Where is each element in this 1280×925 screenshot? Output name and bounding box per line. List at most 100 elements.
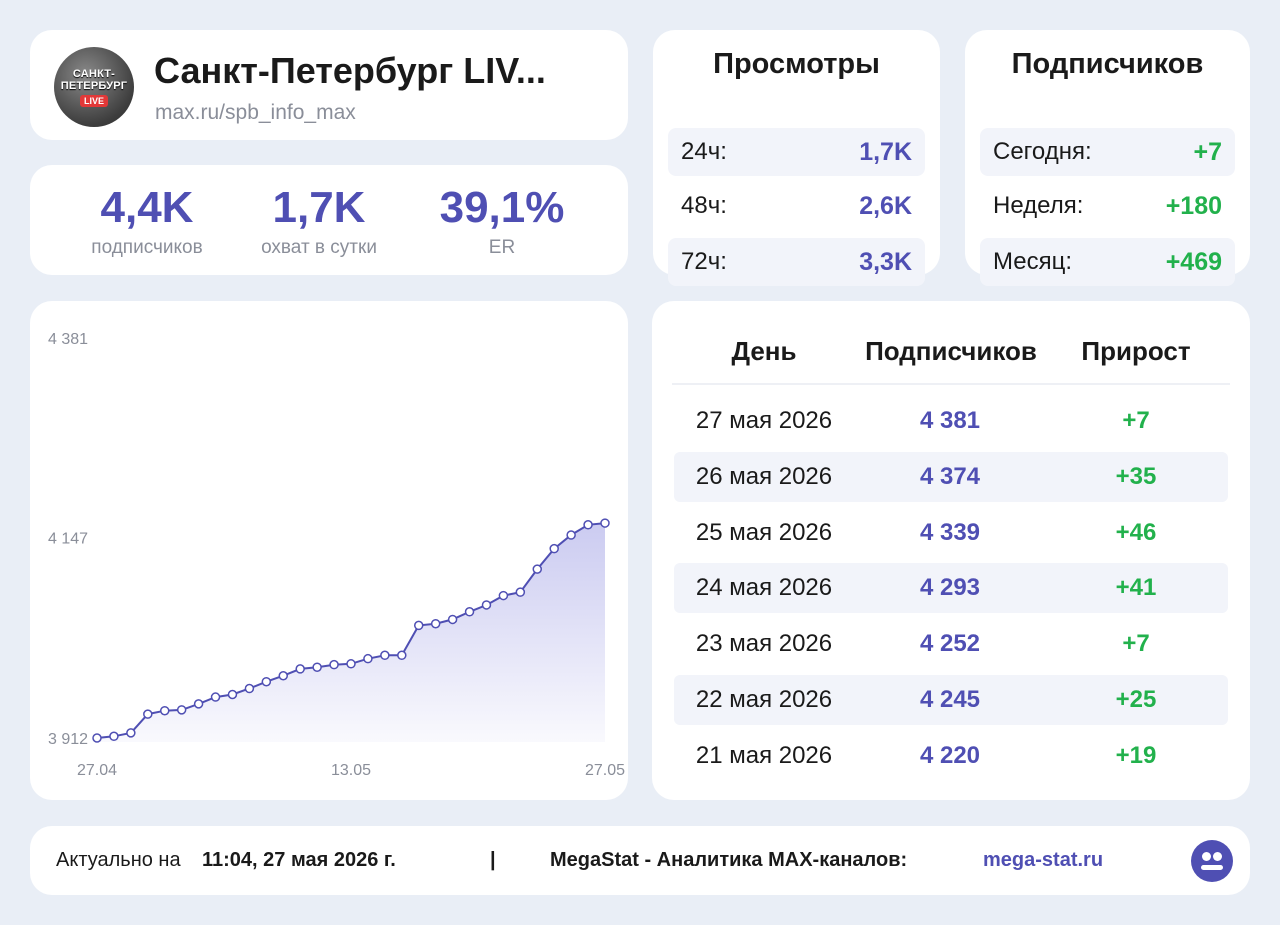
chart-point[interactable] [363, 653, 373, 664]
megastat-logo-icon[interactable] [1191, 840, 1233, 882]
subscribers-row: Сегодня: +7 [980, 128, 1235, 176]
subscribers-row-label: Неделя: [993, 192, 1084, 219]
subscribers-row-label: Сегодня: [993, 138, 1092, 165]
chart-point[interactable] [210, 692, 221, 702]
chart-point[interactable] [481, 600, 492, 610]
chart-xtick-label: 13.05 [331, 762, 371, 779]
subscribers-row-value: +7 [1193, 137, 1222, 166]
channel-avatar[interactable]: САНКТ- ПЕТЕРБУРГ LIVE [54, 47, 134, 127]
avatar-text-line-1: САНКТ- [72, 67, 116, 80]
chart-point[interactable] [532, 564, 543, 574]
subscribers-chart: 4 381 4 147 3 912 27.04 13.05 27.05 [48, 331, 625, 779]
chart-point[interactable] [600, 518, 610, 528]
chart-point[interactable] [244, 683, 255, 694]
chart-point[interactable] [397, 650, 407, 661]
metrics-card: 4,4K подписчиков 1,7K охват в сутки 39,1… [30, 165, 628, 275]
views-title: Просмотры [713, 48, 880, 80]
views-row-label: 24ч: [681, 138, 727, 165]
metric-label: охват в сутки [261, 237, 377, 258]
table-row: 26 мая 2026 4 374 +35 [674, 451, 1228, 502]
table-cell-subscribers: 4 293 [919, 574, 981, 602]
chart-point[interactable] [447, 614, 458, 625]
daily-table-card: День Подписчиков Прирост 27 мая 2026 4 38… [652, 301, 1250, 800]
chart-point[interactable] [261, 676, 272, 687]
table-cell-subscribers: 4 339 [919, 518, 981, 546]
channel-card: САНКТ- ПЕТЕРБУРГ LIVE Санкт-Петербург LI… [30, 30, 628, 140]
chart-point[interactable] [312, 662, 322, 672]
chart-xtick-label: 27.04 [77, 762, 117, 779]
table-cell-day: 21 мая 2026 [695, 741, 833, 769]
table-cell-growth: +25 [1115, 686, 1157, 713]
chart-point[interactable] [566, 530, 576, 540]
chart-point[interactable] [109, 731, 119, 742]
chart-point[interactable] [583, 520, 593, 530]
table-row: 24 мая 2026 4 293 +41 [674, 563, 1228, 614]
metric-subscribers: 4,4K подписчиков [57, 185, 237, 259]
chart-area-fill [97, 523, 605, 742]
avatar-live-badge: LIVE [79, 94, 108, 107]
metric-label: подписчиков [91, 237, 203, 258]
chart-point[interactable] [227, 689, 238, 700]
chart-point[interactable] [413, 620, 424, 631]
table-cell-growth: +7 [1122, 407, 1150, 434]
metric-value: 1,7K [272, 183, 366, 232]
table-cell-subscribers: 4 220 [919, 741, 981, 769]
metric-value: 4,4K [100, 183, 194, 232]
views-row-value: 1,7K [859, 137, 912, 166]
chart-point[interactable] [549, 543, 559, 554]
table-cell-day: 27 мая 2026 [695, 407, 833, 434]
subscribers-row-label: Месяц: [993, 248, 1073, 275]
table-header-subscribers: Подписчиков [865, 336, 1037, 366]
table-header-divider [672, 383, 1230, 385]
table-cell-subscribers: 4 374 [919, 462, 981, 490]
chart-point[interactable] [92, 733, 102, 743]
subscribers-row: Месяц: +469 [980, 238, 1235, 286]
chart-point[interactable] [464, 607, 475, 617]
subscribers-row-value: +180 [1165, 191, 1222, 220]
chart-point[interactable] [346, 659, 356, 669]
chart-point[interactable] [278, 670, 289, 681]
chart-point[interactable] [430, 618, 441, 629]
logo-eye-right [1213, 852, 1222, 861]
chart-point[interactable] [380, 650, 390, 661]
chart-ytick-label: 3 912 [48, 731, 88, 748]
metric-label: ER [488, 237, 516, 258]
chart-point[interactable] [126, 728, 136, 738]
table-cell-growth: +7 [1122, 630, 1150, 658]
footer-updated-prefix: Актуально на [56, 849, 181, 871]
chart-point[interactable] [498, 590, 509, 601]
table-cell-day: 25 мая 2026 [695, 518, 833, 546]
channel-link[interactable]: max.ru/spb_info_max [155, 101, 356, 124]
logo-bar [1201, 865, 1223, 870]
table-cell-growth: +35 [1115, 462, 1157, 490]
table-row: 23 мая 2026 4 252 +7 [674, 619, 1228, 669]
chart-ytick-label: 4 381 [48, 331, 88, 348]
table-cell-subscribers: 4 252 [919, 630, 981, 658]
chart-point[interactable] [329, 659, 339, 670]
chart-point[interactable] [143, 709, 153, 719]
footer-separator: | [490, 849, 496, 871]
views-card: Просмотры 24ч: 1,7K 48ч: 2,6K 72ч: 3,3K [653, 30, 940, 286]
subscribers-title: Подписчиков [1011, 48, 1204, 80]
views-row: 24ч: 1,7K [668, 128, 925, 176]
views-row: 72ч: 3,3K [668, 238, 925, 286]
table-row: 27 мая 2026 4 381 +7 [674, 396, 1228, 446]
subscribers-card: Подписчиков Сегодня: +7 Неделя: +180 Мес… [965, 30, 1250, 286]
chart-point[interactable] [159, 705, 170, 716]
chart-point[interactable] [176, 705, 187, 715]
table-cell-day: 26 мая 2026 [695, 462, 833, 490]
table-cell-growth: +19 [1115, 741, 1157, 769]
table-cell-day: 23 мая 2026 [695, 630, 833, 658]
footer-updated-time: 11:04, 27 мая 2026 г. [202, 849, 396, 871]
chart-point[interactable] [515, 587, 526, 597]
table-row: 21 мая 2026 4 220 +19 [674, 731, 1228, 781]
chart-point[interactable] [193, 699, 204, 709]
metric-reach: 1,7K охват в сутки [229, 185, 409, 259]
table-cell-subscribers: 4 381 [919, 407, 981, 434]
metric-value: 39,1% [439, 183, 565, 232]
footer-site-link[interactable]: mega-stat.ru [983, 849, 1104, 871]
table-row: 22 мая 2026 4 245 +25 [674, 675, 1228, 725]
subscribers-chart-card: 4 381 4 147 3 912 27.04 13.05 27.05 [30, 301, 628, 800]
table-cell-day: 22 мая 2026 [695, 686, 833, 713]
chart-point[interactable] [295, 664, 305, 674]
